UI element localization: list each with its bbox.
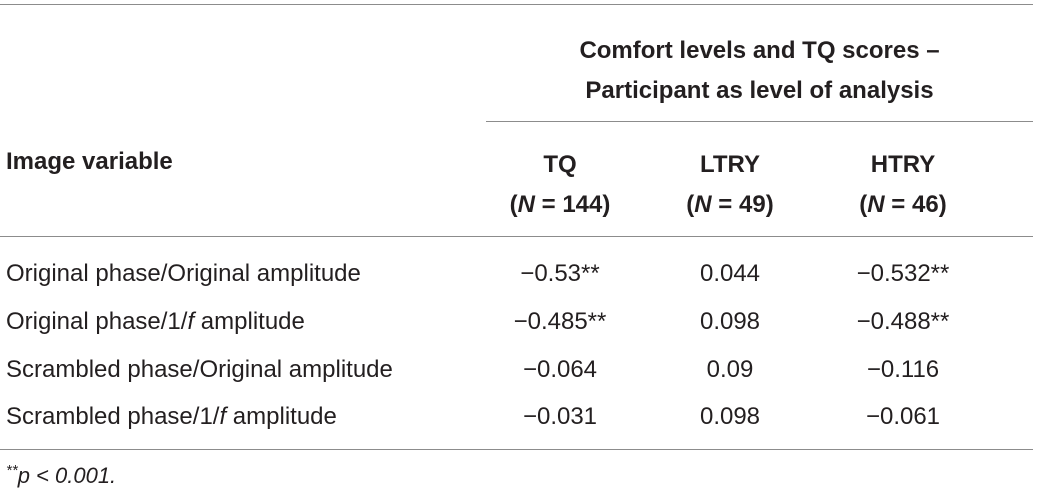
- column-header-tq: TQ (N = 144): [480, 145, 640, 225]
- row-label: Original phase/1/f amplitude: [6, 308, 305, 335]
- table-cell-tq: −0.031: [522, 403, 598, 430]
- column-header-sample-size: (N = 144): [509, 191, 611, 218]
- row-label: Scrambled phase/Original amplitude: [6, 356, 393, 383]
- column-header-sample-size: (N = 49): [686, 191, 774, 218]
- table-cell-htry: −0.488**: [856, 308, 950, 335]
- column-group-header-line2: Participant as level of analysis: [585, 77, 934, 104]
- row-label: Original phase/Original amplitude: [6, 260, 361, 287]
- table-bottom-rule: [0, 449, 1033, 450]
- header-bottom-rule: [0, 236, 1033, 237]
- table-cell-tq: −0.064: [522, 356, 598, 383]
- column-group-header: Comfort levels and TQ scores – Participa…: [486, 31, 1033, 111]
- row-header: Image variable: [6, 148, 173, 175]
- table-cell-tq: −0.485**: [513, 308, 607, 335]
- footnote-text: p < 0.001.: [17, 463, 117, 488]
- column-header-sample-size: (N = 46): [859, 191, 947, 218]
- footnote-marker: **: [6, 462, 18, 479]
- column-header-ltry: LTRY (N = 49): [650, 145, 810, 225]
- column-group-rule: [486, 121, 1033, 122]
- table-cell-ltry: 0.09: [706, 356, 754, 383]
- column-group-header-line1: Comfort levels and TQ scores –: [579, 37, 940, 64]
- table-cell-ltry: 0.098: [699, 308, 761, 335]
- row-label: Scrambled phase/1/f amplitude: [6, 403, 337, 430]
- table-cell-htry: −0.532**: [856, 260, 950, 287]
- column-header-name: LTRY: [700, 151, 760, 178]
- column-header-htry: HTRY (N = 46): [823, 145, 983, 225]
- table-cell-htry: −0.116: [866, 356, 940, 383]
- column-header-name: HTRY: [870, 151, 936, 178]
- table-cell-htry: −0.061: [865, 403, 941, 430]
- table-cell-tq: −0.53**: [520, 260, 600, 287]
- table-top-rule: [0, 4, 1033, 5]
- table-cell-ltry: 0.044: [699, 260, 761, 287]
- table-footnote: **p < 0.001.: [6, 462, 116, 490]
- column-header-name: TQ: [543, 151, 577, 178]
- table-cell-ltry: 0.098: [699, 403, 761, 430]
